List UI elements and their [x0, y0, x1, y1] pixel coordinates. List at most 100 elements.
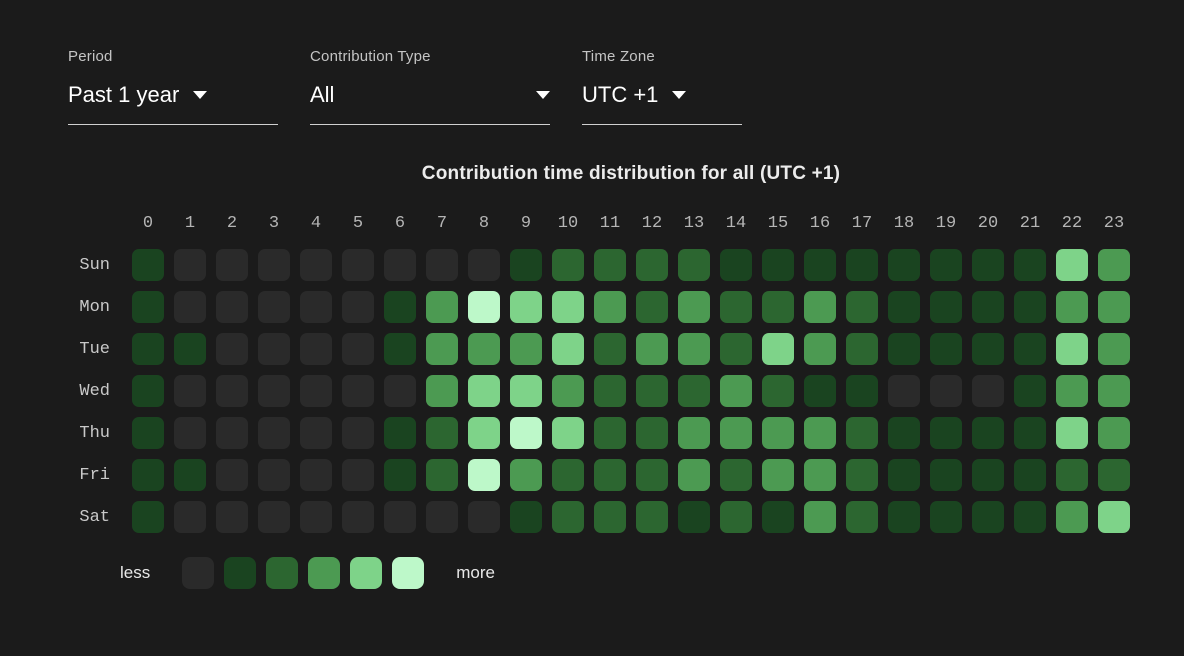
day-label-mon: Mon [79, 297, 110, 317]
heatmap-cell-thu-18 [888, 417, 920, 449]
heatmap-cell-fri-6 [384, 459, 416, 491]
heatmap-cell-sat-7 [426, 501, 458, 533]
heatmap-cell-thu-12 [636, 417, 668, 449]
contribution-type-dropdown[interactable]: All [310, 82, 550, 125]
heatmap-cell-fri-18 [888, 459, 920, 491]
heatmap-cell-fri-21 [1014, 459, 1046, 491]
heatmap-cell-tue-9 [510, 333, 542, 365]
heatmap-cell-sun-19 [930, 249, 962, 281]
heatmap-cell-fri-8 [468, 459, 500, 491]
heatmap-cell-mon-22 [1056, 291, 1088, 323]
heatmap-cell-mon-2 [216, 291, 248, 323]
heatmap-cell-tue-13 [678, 333, 710, 365]
heatmap-cell-sun-16 [804, 249, 836, 281]
heatmap-cell-thu-4 [300, 417, 332, 449]
heatmap-cell-tue-12 [636, 333, 668, 365]
heatmap-cell-sun-3 [258, 249, 290, 281]
hour-label-11: 11 [599, 213, 621, 233]
heatmap-cell-fri-1 [174, 459, 206, 491]
heatmap-cell-thu-15 [762, 417, 794, 449]
day-label-fri: Fri [79, 465, 110, 485]
heatmap-cell-tue-17 [846, 333, 878, 365]
legend-swatch-level-1 [224, 557, 257, 589]
heatmap-cell-fri-22 [1056, 459, 1088, 491]
heatmap-cell-sun-8 [468, 249, 500, 281]
heatmap-cell-wed-7 [426, 375, 458, 407]
heatmap-cell-wed-15 [762, 375, 794, 407]
heatmap-cell-thu-7 [426, 417, 458, 449]
heatmap-cell-fri-23 [1098, 459, 1130, 491]
heatmap-cell-sat-3 [258, 501, 290, 533]
heatmap-cell-thu-9 [510, 417, 542, 449]
heatmap-cell-fri-7 [426, 459, 458, 491]
legend-less-label: less [120, 563, 151, 582]
heatmap-cell-wed-5 [342, 375, 374, 407]
heatmap-cell-mon-14 [720, 291, 752, 323]
heatmap-cell-sat-14 [720, 501, 752, 533]
heatmap-cell-sun-23 [1098, 249, 1130, 281]
time-zone-dropdown[interactable]: UTC +1 [582, 82, 742, 125]
hour-label-0: 0 [142, 213, 154, 233]
heatmap-cell-fri-10 [552, 459, 584, 491]
heatmap-cell-thu-14 [720, 417, 752, 449]
heatmap-cell-wed-2 [216, 375, 248, 407]
hour-label-12: 12 [641, 213, 663, 233]
period-value: Past 1 year [68, 82, 180, 107]
heatmap-cell-thu-2 [216, 417, 248, 449]
heatmap-cell-sun-18 [888, 249, 920, 281]
legend-more-label: more [456, 563, 495, 582]
heatmap-cell-sat-23 [1098, 501, 1130, 533]
heatmap-cell-fri-0 [132, 459, 164, 491]
heatmap-cell-tue-21 [1014, 333, 1046, 365]
heatmap-cell-sun-10 [552, 249, 584, 281]
heatmap-cell-sun-2 [216, 249, 248, 281]
heatmap-cell-thu-16 [804, 417, 836, 449]
hour-label-17: 17 [851, 213, 873, 233]
heatmap-cell-fri-2 [216, 459, 248, 491]
heatmap-cell-tue-2 [216, 333, 248, 365]
heatmap-cell-wed-0 [132, 375, 164, 407]
heatmap-cell-sat-5 [342, 501, 374, 533]
legend-swatch-level-3 [308, 557, 341, 589]
heatmap-cell-wed-8 [468, 375, 500, 407]
hour-label-2: 2 [226, 213, 238, 233]
heatmap-cell-mon-7 [426, 291, 458, 323]
heatmap-cell-wed-23 [1098, 375, 1130, 407]
heatmap-cell-thu-20 [972, 417, 1004, 449]
day-label-sun: Sun [79, 255, 110, 275]
heatmap-cell-wed-13 [678, 375, 710, 407]
heatmap-cell-wed-19 [930, 375, 962, 407]
heatmap-cell-sun-6 [384, 249, 416, 281]
heatmap-cell-sun-13 [678, 249, 710, 281]
heatmap-cell-tue-1 [174, 333, 206, 365]
legend-swatch-level-2 [266, 557, 299, 589]
hour-label-9: 9 [520, 213, 532, 233]
heatmap-cell-sat-17 [846, 501, 878, 533]
heatmap-cell-thu-3 [258, 417, 290, 449]
heatmap-cell-wed-21 [1014, 375, 1046, 407]
heatmap-cell-wed-1 [174, 375, 206, 407]
heatmap-cell-sat-4 [300, 501, 332, 533]
heatmap-cell-tue-5 [342, 333, 374, 365]
heatmap-cell-sat-1 [174, 501, 206, 533]
heatmap-cell-mon-1 [174, 291, 206, 323]
heatmap-legend: less more [120, 557, 1184, 589]
heatmap-cell-wed-20 [972, 375, 1004, 407]
legend-swatch-level-5 [392, 557, 425, 589]
heatmap-cell-sun-4 [300, 249, 332, 281]
period-dropdown[interactable]: Past 1 year [68, 82, 278, 125]
chart-title: Contribution time distribution for all (… [421, 163, 841, 184]
heatmap-cell-mon-8 [468, 291, 500, 323]
heatmap-grid: 0 1 2 3 4 5 6 7 8 9 10 11 12 13 14 15 16 17 18 19 20 21 22 23 Su… [68, 207, 1184, 533]
hour-label-10: 10 [557, 213, 579, 233]
legend-swatch-level-0 [182, 557, 215, 589]
heatmap-cell-thu-10 [552, 417, 584, 449]
heatmap-cell-mon-23 [1098, 291, 1130, 323]
heatmap-cell-tue-14 [720, 333, 752, 365]
heatmap-cell-sat-19 [930, 501, 962, 533]
heatmap-cell-fri-16 [804, 459, 836, 491]
day-label-wed: Wed [79, 381, 110, 401]
heatmap-cell-sat-8 [468, 501, 500, 533]
hour-label-15: 15 [767, 213, 789, 233]
day-label-tue: Tue [79, 339, 110, 359]
